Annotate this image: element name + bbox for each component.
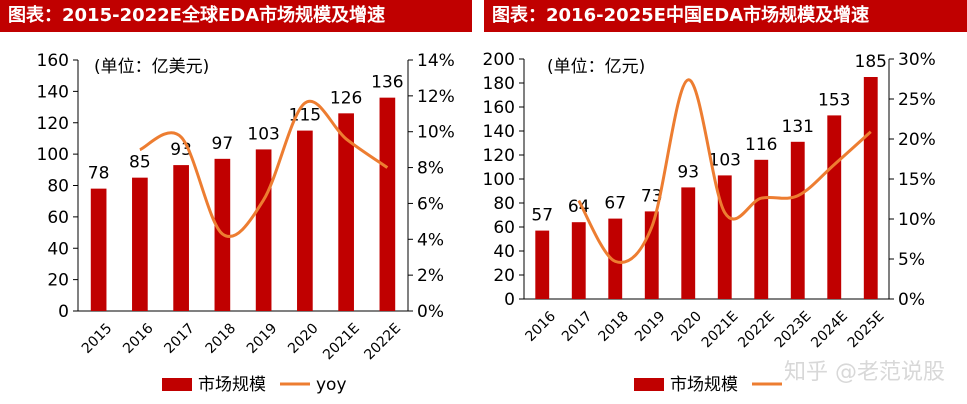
global-y-tick-label: 60 [47,208,69,228]
china-bar [754,159,769,299]
china-legend-swatch-bar [634,378,664,391]
global-y-tick-label: 120 [37,114,69,134]
global-bar [338,113,354,312]
global-legend-label-bar: 市场规模 [198,375,266,395]
china-y-tick-label: 120 [483,146,515,166]
global-y-tick-label: 20 [47,271,69,291]
china-bar [535,230,550,299]
global-x-tick-label: 2021E [320,320,363,363]
global-bar-label: 126 [330,88,362,108]
global-y2-tick-label: 4% [417,230,444,250]
china-y-tick-label: 140 [483,122,515,142]
global-y2-tick-label: 6% [417,194,444,214]
china-y-tick-label: 20 [493,266,515,286]
china-bar [608,218,623,299]
china-y2-tick-label: 5% [898,250,925,270]
global-bar [379,97,396,312]
china-y2-tick-label: 15% [898,170,936,190]
china-bar-label: 93 [677,162,699,182]
global-y-tick-label: 80 [47,177,69,197]
chart-china-eda: 0 20 40 60 80 100 120 140 160 180 200 0% 5% 10% 15% 20%… [483,50,936,395]
china-unit-label: (单位：亿元) [547,57,645,77]
global-y-tick-label: 160 [37,51,69,71]
global-x-tick-label: 2019 [244,320,281,357]
global-bar [90,188,107,311]
global-y2-tick-label: 14% [417,51,455,71]
china-x-tick-label: 2016 [522,308,559,345]
china-y-tick-label: 80 [493,194,515,214]
global-yoy-line [139,99,389,238]
chart-panel-china-eda: 图表：2016-2025E中国EDA市场规模及增速 0 20 40 60 80 100 12… [483,0,967,404]
global-y2-tick-label: 10% [417,123,455,143]
global-x-tick-label: 2017 [161,320,198,357]
china-x-tick-label: 2017 [559,308,596,345]
china-bar-label: 185 [855,52,887,72]
global-legend-label-line: yoy [316,375,347,395]
china-x-tick-label: 2023E [772,308,815,351]
china-y-tick-label: 180 [483,74,515,94]
china-bar-label: 116 [745,135,777,155]
china-x-tick-label: 2019 [632,308,669,345]
global-y2-tick-label: 8% [417,159,444,179]
global-x-tick-label: 2022E [361,320,404,363]
china-y-tick-label: 200 [483,50,515,70]
china-bar-label: 57 [531,206,553,226]
china-bar-label: 67 [604,194,626,214]
china-y-tick-label: 160 [483,98,515,118]
global-unit-label: (单位：亿美元) [94,57,209,77]
chart-title-global: 图表：2015-2022E全球EDA市场规模及增速 [0,0,472,32]
china-x-tick-label: 2022E [735,308,778,351]
china-bar [827,115,842,300]
china-x-tick-label: 2024E [808,308,851,351]
global-y-tick-label: 0 [58,302,69,322]
global-bar-label: 85 [129,153,151,173]
global-bar-label: 136 [371,73,403,93]
china-bar [863,77,878,299]
china-bar [790,141,805,299]
global-bar [132,177,148,311]
global-bar-label: 78 [88,164,110,184]
global-bar [255,149,272,311]
china-y-tick-label: 0 [504,290,515,310]
china-y2-tick-label: 10% [898,210,936,230]
china-bar-label: 153 [818,90,850,110]
global-bar [297,130,313,311]
global-y2-tick-label: 12% [417,87,455,107]
watermark-text: 知乎 @老范说股 [784,360,945,385]
global-x-tick-label: 2015 [79,320,116,357]
china-x-tick-label: 2025E [845,308,888,351]
chart-panel-global-eda: 图表：2015-2022E全球EDA市场规模及增速 0 20 40 60 80 100 12… [0,0,472,404]
global-y2-tick-label: 0% [417,302,444,322]
chart-title-china: 图表：2016-2025E中国EDA市场规模及增速 [484,0,967,32]
china-x-tick-label: 2021E [699,308,742,351]
global-x-tick-label: 2016 [120,320,157,357]
china-bar [571,222,586,299]
china-y-tick-label: 60 [493,218,515,238]
china-y-tick-label: 100 [483,170,515,190]
global-x-tick-label: 2020 [285,320,322,357]
global-y2-tick-label: 2% [417,266,444,286]
china-y2-tick-label: 20% [898,130,936,150]
global-y-tick-label: 140 [37,82,69,102]
china-legend-label-bar: 市场规模 [670,375,738,395]
global-bar-label: 103 [247,124,279,144]
chart-global-eda: 0 20 40 60 80 100 120 140 160 0% 2% 4% 6% 8% 10% 12% 14%… [37,51,455,395]
global-bar [173,165,189,311]
china-y2-tick-label: 25% [898,90,936,110]
global-x-tick-label: 2018 [203,320,240,357]
china-bar [681,187,696,299]
china-y2-tick-label: 30% [898,50,936,70]
china-y-tick-label: 40 [493,242,515,262]
china-bar-label: 131 [782,117,814,137]
china-x-tick-label: 2018 [595,308,632,345]
global-y-tick-label: 100 [37,145,69,165]
global-y-tick-label: 40 [47,239,69,259]
global-legend-swatch-bar [162,378,192,391]
global-bar-label: 97 [212,134,234,154]
china-yoy-line [577,78,872,264]
china-y2-tick-label: 0% [898,290,925,310]
china-bar-label: 103 [709,150,741,170]
global-bar-label: 115 [289,106,321,126]
